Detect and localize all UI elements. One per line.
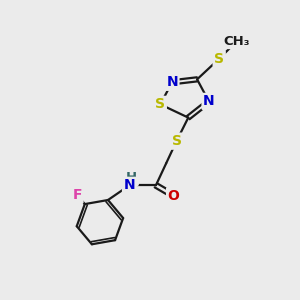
Text: S: S <box>214 52 224 66</box>
Text: F: F <box>73 188 82 202</box>
Text: S: S <box>172 134 182 148</box>
Text: CH₃: CH₃ <box>224 34 250 48</box>
Text: N: N <box>124 178 135 192</box>
Text: H: H <box>126 172 137 184</box>
Text: O: O <box>168 189 179 202</box>
Text: N: N <box>203 94 215 108</box>
Text: S: S <box>155 98 165 111</box>
Text: N: N <box>166 75 178 89</box>
